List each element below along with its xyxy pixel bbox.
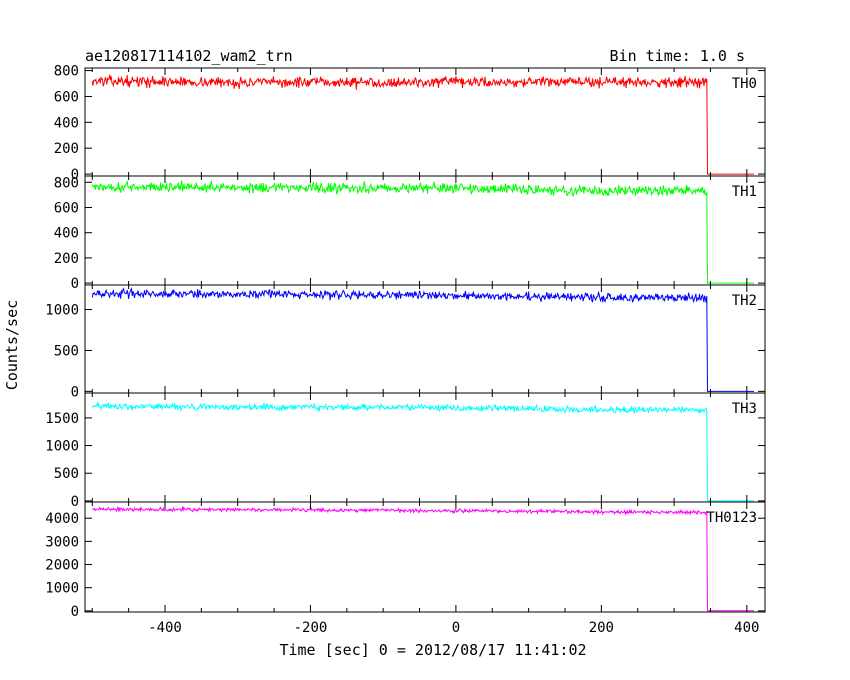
panel-label: TH3 — [732, 401, 757, 417]
x-tick-label: -400 — [148, 620, 182, 636]
chart-title: ae120817114102_wam2_trn — [85, 47, 293, 65]
x-axis-label: Time [sec] 0 = 2012/08/17 11:41:02 — [279, 641, 586, 659]
y-tick-label: 1000 — [45, 303, 79, 319]
y-tick-label: 600 — [54, 89, 79, 105]
x-tick-label: 200 — [589, 620, 614, 636]
y-tick-label: 200 — [54, 251, 79, 267]
y-tick-label: 4000 — [45, 511, 79, 527]
y-tick-label: 800 — [54, 64, 79, 80]
y-tick-label: 500 — [54, 343, 79, 359]
panel-label: TH2 — [732, 293, 757, 309]
y-tick-label: 2000 — [45, 558, 79, 574]
panel-label: TH1 — [732, 184, 757, 200]
series-line-th3 — [91, 401, 755, 502]
panels-group: 0 200 400 600 800 TH0 0 200 400 600 800 TH1 0 500 1000… — [45, 64, 766, 636]
x-tick-label: -200 — [294, 620, 328, 636]
x-tick-label: 400 — [734, 620, 759, 636]
panel-frame — [84, 501, 766, 613]
bin-time-label: Bin time: 1.0 s — [610, 47, 745, 65]
panel-label: TH0 — [732, 76, 757, 92]
y-tick-label: 0 — [71, 384, 79, 400]
y-tick-label: 1500 — [45, 411, 79, 427]
panel-th0123: 0 1000 2000 3000 4000 TH0123 — [45, 501, 766, 620]
panel-th3: 0 500 1000 1500 TH3 — [45, 392, 766, 510]
y-tick-label: 0 — [71, 276, 79, 292]
panel-label: TH0123 — [706, 510, 757, 526]
series-line-th1 — [91, 179, 755, 284]
y-tick-label: 400 — [54, 115, 79, 131]
panel-th0: 0 200 400 600 800 TH0 — [54, 64, 766, 183]
x-tick-label: 0 — [452, 620, 460, 636]
y-tick-label: 3000 — [45, 534, 79, 550]
y-tick-label: 400 — [54, 226, 79, 242]
y-tick-label: 0 — [71, 494, 79, 510]
y-axis-label: Counts/sec — [3, 300, 21, 390]
y-tick-label: 1000 — [45, 581, 79, 597]
panel-th1: 0 200 400 600 800 TH1 — [54, 175, 766, 292]
panel-frame — [84, 284, 766, 394]
panel-th2: 0 500 1000 TH2 — [45, 284, 766, 400]
y-tick-label: 0 — [71, 604, 79, 620]
y-tick-label: 200 — [54, 141, 79, 157]
y-tick-label: 600 — [54, 201, 79, 217]
series-line-th0123 — [92, 505, 755, 612]
y-tick-label: 1000 — [45, 439, 79, 455]
y-tick-label: 800 — [54, 175, 79, 191]
series-line-th0 — [91, 74, 755, 175]
y-tick-label: 0 — [71, 167, 79, 183]
series-line-th2 — [91, 286, 755, 392]
y-tick-label: 500 — [54, 466, 79, 482]
